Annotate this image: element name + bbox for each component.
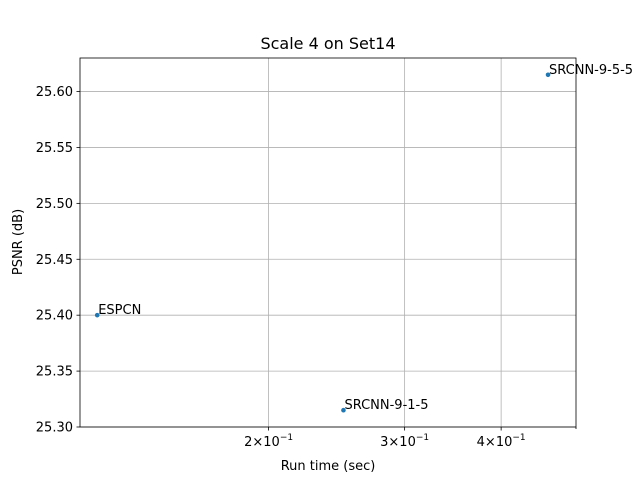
x-axis-label: Run time (sec) xyxy=(281,459,376,474)
y-axis-label: PSNR (dB) xyxy=(11,209,26,275)
y-tick-label: 25.60 xyxy=(36,85,73,100)
x-tick-label: 2×10−1 xyxy=(244,433,293,450)
data-point xyxy=(94,312,100,318)
plot-area-frame xyxy=(79,57,577,428)
y-tick-label: 25.35 xyxy=(36,365,73,380)
data-points: ESPCN SRCNN-9-1-5 SRCNN-9-5-5 xyxy=(94,63,633,413)
chart-title: Scale 4 on Set14 xyxy=(260,34,395,53)
x-tick-label: 3×10−1 xyxy=(380,433,429,450)
data-point xyxy=(341,407,346,413)
axis-ticks: 25.30 25.35 25.40 25.45 25.50 25.55 25.60 2×10−… xyxy=(36,85,577,450)
y-tick-label: 25.55 xyxy=(36,141,73,156)
y-tick-label: 25.50 xyxy=(36,197,73,212)
data-point xyxy=(545,72,551,78)
x-tick-label: 4×10−1 xyxy=(477,433,526,450)
grid-lines xyxy=(80,58,576,428)
point-label: ESPCN xyxy=(98,303,141,318)
y-tick-label: 25.30 xyxy=(36,421,73,436)
point-label: SRCNN-9-1-5 xyxy=(344,398,428,413)
y-tick-label: 25.40 xyxy=(36,309,73,324)
y-tick-label: 25.45 xyxy=(36,253,73,268)
point-label: SRCNN-9-5-5 xyxy=(549,63,633,78)
